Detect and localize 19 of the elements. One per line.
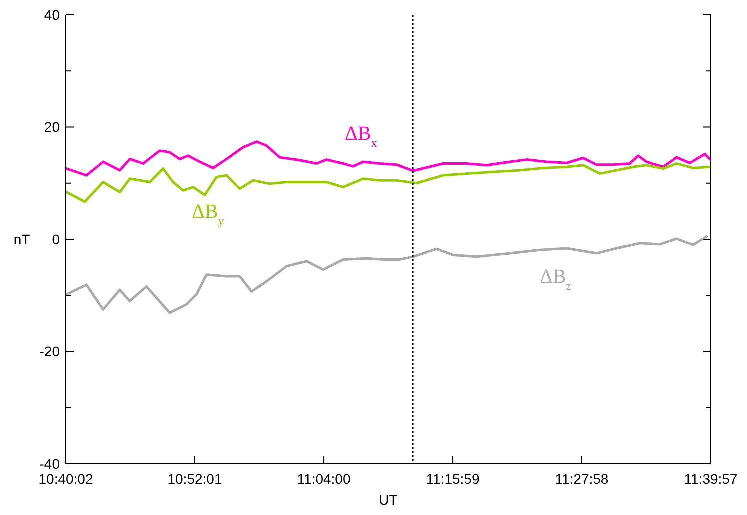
line-series (65, 162, 712, 204)
series-label: ΔB$_{y}$ (192, 201, 224, 228)
y-tick-label: 40 (44, 6, 60, 23)
y-axis-title: nT (14, 232, 31, 248)
line-series (65, 140, 712, 177)
x-tick-label: 10:52:01 (168, 471, 222, 487)
x-tick-label: 11:27:58 (555, 471, 609, 487)
y-tick-label: -20 (40, 344, 60, 360)
y-tick-label: 20 (44, 119, 60, 136)
x-tick-label: 11:39:57 (684, 471, 738, 487)
y-tick-label: -40 (40, 456, 60, 472)
line-series (65, 235, 708, 314)
y-tick-label: 0 (52, 231, 60, 248)
x-axis-title: UT (379, 492, 398, 508)
series-label: ΔB$_{x}$ (345, 123, 378, 150)
x-tick-label: 11:04:00 (297, 471, 351, 487)
x-tick-label: 11:15:59 (426, 471, 480, 487)
x-tick-label: 10:40:02 (38, 471, 94, 487)
series-label: ΔB$_{z}$ (540, 266, 572, 293)
